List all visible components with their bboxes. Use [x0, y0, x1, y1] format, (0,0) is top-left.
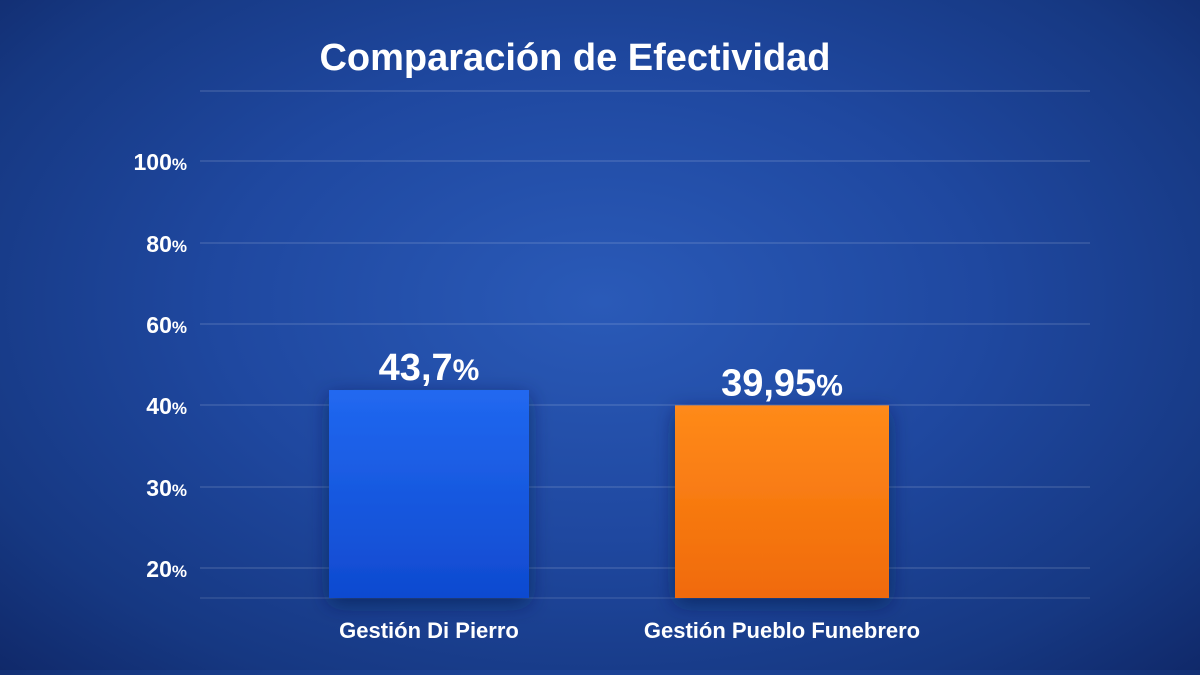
- y-tick-label: 30%: [146, 475, 187, 501]
- category-label-2: Gestión Pueblo Funebrero: [644, 618, 920, 643]
- chart-title: Comparación de Efectividad: [319, 37, 830, 79]
- bars: [329, 390, 889, 598]
- data-label-1: 43,7%: [379, 347, 480, 389]
- data-label-2: 39,95%: [721, 362, 843, 404]
- x-axis-categories: Gestión Di Pierro Gestión Pueblo Funebrer…: [339, 618, 920, 643]
- y-tick-label: 80%: [146, 231, 187, 257]
- y-axis-ticks: 100% 80% 60% 40% 30% 20%: [134, 149, 188, 582]
- y-tick-label: 60%: [146, 312, 187, 338]
- bar-2: [675, 405, 889, 598]
- y-tick-label: 40%: [146, 393, 187, 419]
- data-labels: 43,7% 39,95%: [379, 347, 843, 404]
- bar-1: [329, 390, 529, 598]
- y-tick-label: 20%: [146, 556, 187, 582]
- y-tick-label: 100%: [134, 149, 188, 175]
- category-label-1: Gestión Di Pierro: [339, 618, 519, 643]
